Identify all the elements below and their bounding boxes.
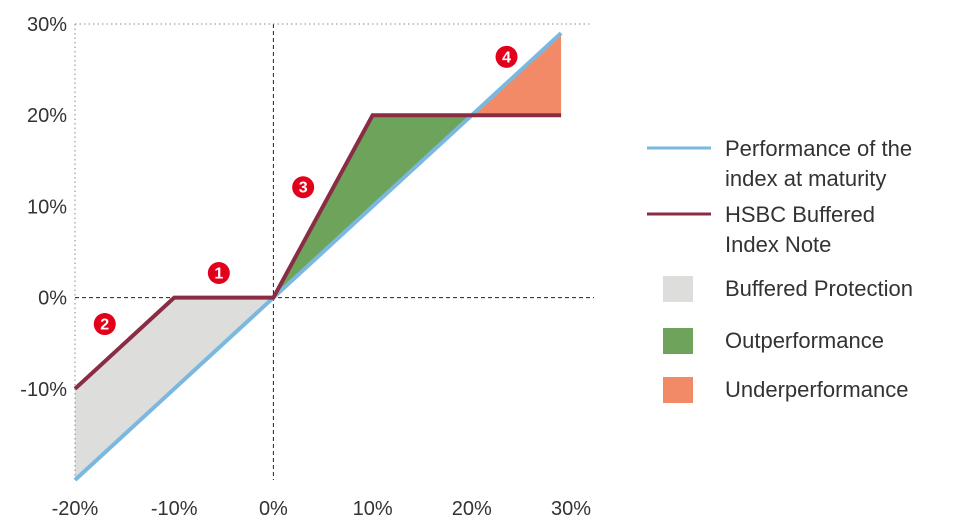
x-tick-label: 30% [551, 498, 591, 520]
x-tick-label: 0% [259, 498, 288, 520]
y-tick-label: -10% [20, 379, 67, 401]
legend-label: index at maturity [725, 166, 886, 191]
marker-1-circle [207, 261, 230, 284]
x-tick-label: -20% [52, 498, 99, 520]
legend-label: Buffered Protection [725, 276, 913, 301]
numbered-markers: 1 2 3 4 [93, 45, 518, 336]
buffered-note-line [73, 113, 562, 391]
y-axis-tick-labels: 30% 20% 10% 0% -10% [20, 14, 67, 401]
marker-1-label: 1 [214, 265, 223, 282]
guide-lines [74, 23, 594, 480]
marker-2-circle [93, 313, 116, 336]
x-axis-tick-labels: -20% -10% 0% 10% 20% 30% [52, 498, 592, 520]
legend-box-swatch [663, 328, 693, 354]
legend-label: Performance of the [725, 136, 912, 161]
legend: Performance of the index at maturity HSBC … [647, 136, 913, 403]
y-tick-label: 20% [27, 105, 67, 127]
y-tick-label: 0% [38, 288, 67, 310]
legend-label: Underperformance [725, 377, 908, 402]
x-tick-label: 10% [353, 498, 393, 520]
index-performance-line [73, 31, 563, 482]
legend-box-swatch [663, 276, 693, 302]
marker-4-circle [495, 45, 518, 68]
x-tick-label: -10% [151, 498, 198, 520]
marker-4-label: 4 [502, 49, 511, 66]
series-lines [73, 31, 563, 482]
marker-3-circle [292, 176, 315, 199]
marker-2-label: 2 [100, 317, 109, 334]
marker-3-label: 3 [299, 180, 308, 197]
y-tick-label: 30% [27, 14, 67, 36]
legend-box-swatch [663, 377, 693, 403]
y-tick-label: 10% [27, 196, 67, 218]
legend-label: HSBC Buffered [725, 202, 875, 227]
legend-label: Index Note [725, 232, 831, 257]
legend-label: Outperformance [725, 328, 884, 353]
x-tick-label: 20% [452, 498, 492, 520]
